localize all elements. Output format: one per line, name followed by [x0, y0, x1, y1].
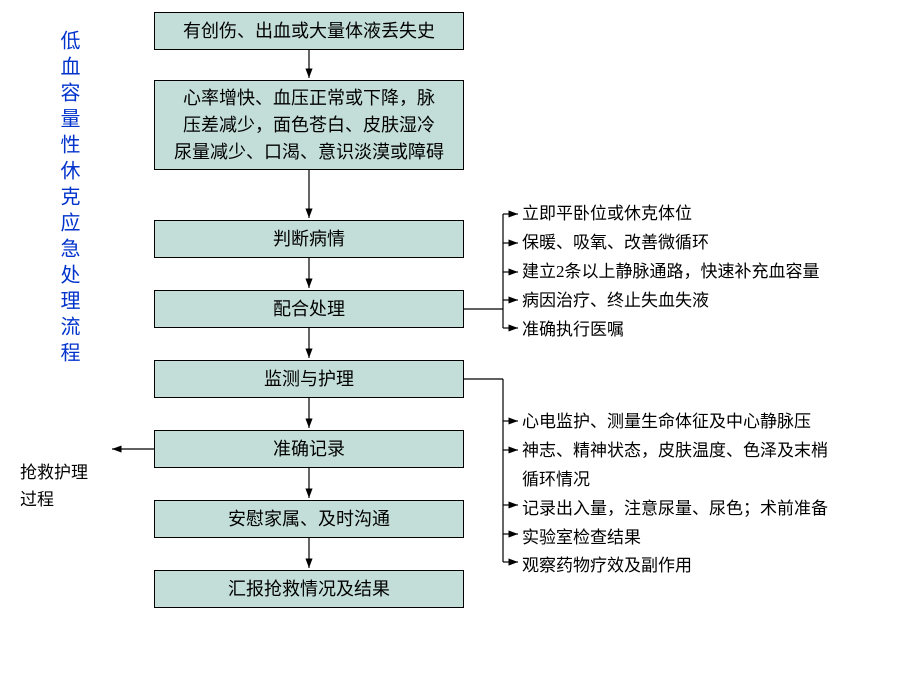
node-label: 汇报抢救情况及结果	[228, 576, 390, 603]
node-label: 监测与护理	[264, 366, 354, 393]
side-list-actions: 立即平卧位或休克体位 保暖、吸氧、改善微循环 建立2条以上静脉通路，快速补充血容…	[522, 200, 820, 344]
node-label: 准确记录	[273, 436, 345, 463]
node-label: 配合处理	[273, 296, 345, 323]
list-item: 记录出入量，注意尿量、尿色；术前准备	[522, 495, 828, 524]
node-symptoms: 心率增快、血压正常或下降，脉 压差减少，面色苍白、皮肤湿冷 尿量减少、口渴、意识…	[154, 80, 464, 170]
side-left-label: 抢救护理 过程	[20, 463, 88, 509]
list-item: 神志、精神状态，皮肤温度、色泽及末梢 循环情况	[522, 437, 828, 495]
node-assess: 判断病情	[154, 220, 464, 258]
node-label: 判断病情	[273, 226, 345, 253]
node-report: 汇报抢救情况及结果	[154, 570, 464, 608]
side-left-note: 抢救护理 过程	[20, 432, 88, 514]
list-item: 观察药物疗效及副作用	[522, 552, 828, 581]
list-item: 心电监护、测量生命体征及中心静脉压	[522, 408, 828, 437]
page-title: 低血容量性休克应急处理流程	[54, 30, 83, 368]
list-item: 实验室检查结果	[522, 524, 828, 553]
node-record: 准确记录	[154, 430, 464, 468]
node-comfort: 安慰家属、及时沟通	[154, 500, 464, 538]
node-history: 有创伤、出血或大量体液丢失史	[154, 12, 464, 50]
node-monitor: 监测与护理	[154, 360, 464, 398]
node-label: 心率增快、血压正常或下降，脉 压差减少，面色苍白、皮肤湿冷 尿量减少、口渴、意识…	[174, 85, 444, 166]
side-list-monitoring: 心电监护、测量生命体征及中心静脉压 神志、精神状态，皮肤温度、色泽及末梢 循环情…	[522, 408, 828, 581]
list-item: 立即平卧位或休克体位	[522, 200, 820, 229]
list-item: 保暖、吸氧、改善微循环	[522, 229, 820, 258]
node-label: 有创伤、出血或大量体液丢失史	[183, 18, 435, 45]
list-item: 准确执行医嘱	[522, 316, 820, 345]
list-item: 病因治疗、终止失血失液	[522, 287, 820, 316]
list-item: 建立2条以上静脉通路，快速补充血容量	[522, 258, 820, 287]
node-label: 安慰家属、及时沟通	[228, 506, 390, 533]
node-cooperate: 配合处理	[154, 290, 464, 328]
